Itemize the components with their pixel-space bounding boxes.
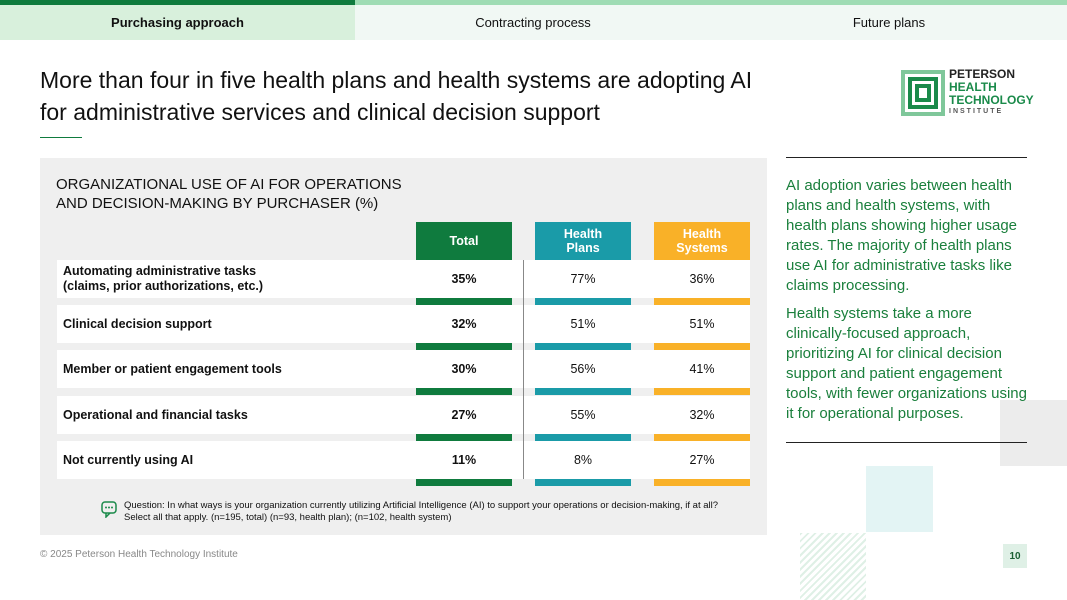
column-header: Health Plans [535, 222, 631, 260]
logo-line: INSTITUTE [949, 108, 1004, 115]
tab[interactable]: Purchasing approach [0, 5, 355, 40]
row-bg [57, 305, 750, 343]
sidebar: AI adoption varies between health plans … [786, 176, 1031, 424]
cell: 27% [451, 408, 477, 422]
cell-bar [654, 434, 750, 441]
row-label: Clinical decision support [63, 316, 212, 331]
sidebar-paragraph: AI adoption varies between health plans … [786, 177, 1017, 294]
cell: 30% [451, 362, 477, 376]
cell-bar [535, 388, 631, 395]
cell: 35% [451, 272, 477, 286]
decor [800, 533, 866, 600]
cell-bar [416, 298, 512, 305]
cell: 8% [573, 453, 593, 467]
cell: 51% [689, 317, 715, 331]
cell-bar [416, 388, 512, 395]
cell-bar [416, 434, 512, 441]
row-label: Not currently using AI [63, 452, 194, 467]
cell: 11% [451, 453, 477, 467]
cell-bar [654, 298, 750, 305]
row-label: Operational and financial tasks [63, 407, 248, 422]
cell-bar [535, 434, 631, 441]
column-header: Health Systems [654, 222, 750, 260]
tab-strip [355, 0, 1067, 5]
decor [1000, 400, 1067, 466]
slide-title: More than four in five health plans and … [40, 67, 753, 125]
cell-bar [535, 343, 631, 350]
cell: 41% [689, 362, 715, 376]
cell-bar [535, 298, 631, 305]
logo-line: HEALTH [949, 80, 997, 94]
table-title: ORGANIZATIONAL USE OF AI FOR OPERATIONS … [56, 176, 402, 212]
table-note: Question: In what ways is your organizat… [124, 500, 719, 523]
tab-indicator [0, 0, 355, 5]
row-label: Member or patient engagement tools [63, 361, 282, 376]
cell: 32% [451, 317, 477, 331]
page-number: 10 [1003, 544, 1027, 568]
sidebar-rule [786, 157, 1027, 158]
cell: 56% [570, 362, 596, 376]
row-bg [57, 396, 750, 434]
cell: 32% [689, 408, 715, 422]
tab[interactable]: Contracting process [355, 5, 711, 40]
tab[interactable]: Future plans [711, 5, 1067, 40]
logo-line: PETERSON [949, 67, 1016, 81]
cell-bar [416, 343, 512, 350]
copyright: © 2025 Peterson Health Technology Instit… [40, 549, 238, 560]
cell: 36% [689, 272, 715, 286]
column-header: Total [416, 222, 512, 260]
cell: 77% [570, 272, 596, 286]
cell: 55% [570, 408, 596, 422]
row-label: Automating administrative tasks (claims,… [63, 264, 264, 293]
cell: 27% [689, 453, 715, 467]
cell-bar [416, 479, 512, 486]
row-bg [57, 260, 750, 298]
cell-bar [535, 479, 631, 486]
cell-bar [654, 343, 750, 350]
decor [866, 466, 933, 532]
logo-text: PETERSON HEALTH TECHNOLOGY INSTITUTE [949, 68, 1034, 116]
note-icon [101, 501, 117, 518]
row-bg [57, 350, 750, 388]
cell: 51% [570, 317, 596, 331]
sidebar-paragraph: Health systems take a more clinically-fo… [786, 305, 1027, 422]
cell-bar [654, 479, 750, 486]
row-bg [57, 441, 750, 479]
logo-line: TECHNOLOGY [949, 93, 1034, 107]
title-rule [40, 137, 82, 138]
cell-bar [654, 388, 750, 395]
column-divider [523, 260, 524, 479]
sidebar-rule [786, 442, 1027, 443]
logo-mark [901, 70, 945, 116]
